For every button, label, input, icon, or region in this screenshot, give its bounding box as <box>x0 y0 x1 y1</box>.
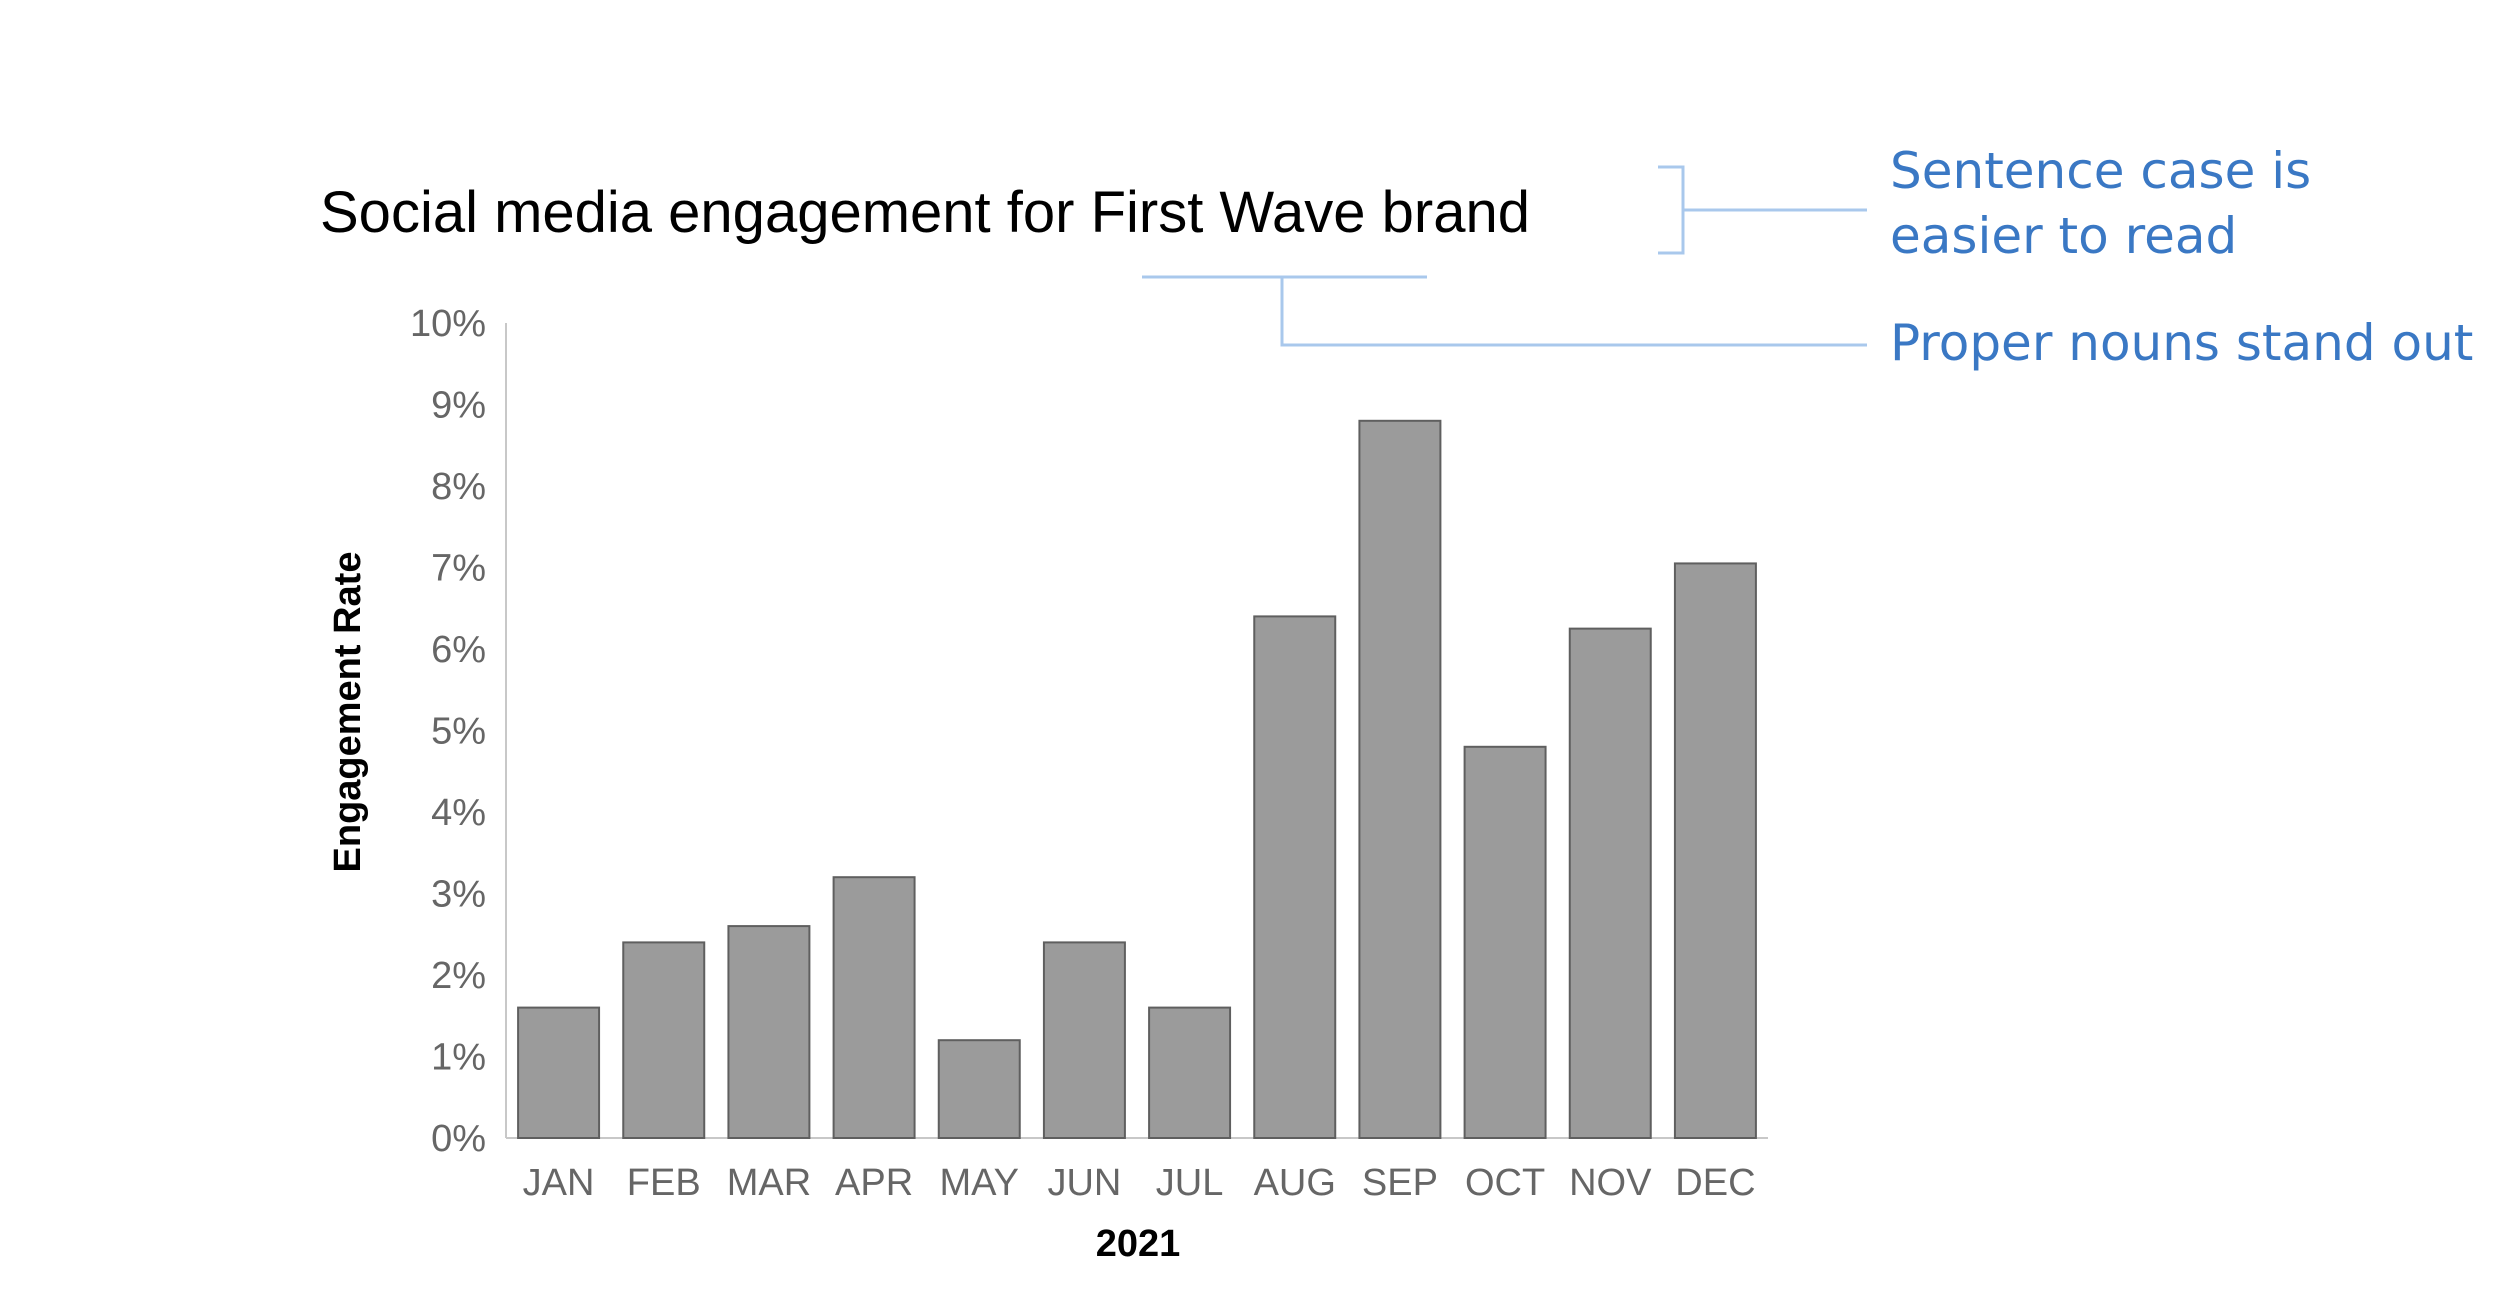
bar-jun <box>1042 941 1126 1140</box>
y-tick-label: 1% <box>431 1037 486 1079</box>
y-tick-label: 6% <box>431 629 486 671</box>
y-axis-ticks: 0% 1% 2% 3% 4% 5% 6% 7% 8% 9% 10% <box>410 303 486 1160</box>
y-tick-label: 3% <box>431 874 486 916</box>
title-bracket <box>1658 165 1685 255</box>
y-tick-label: 8% <box>431 466 486 508</box>
annotation-sentence-case-line-2: easier to read <box>1890 207 2237 265</box>
bar-jul <box>1148 1006 1232 1139</box>
callout-lines <box>1142 165 1867 347</box>
x-tick-label-jul: JUL <box>1156 1162 1224 1204</box>
x-tick-label-may: MAY <box>939 1162 1019 1204</box>
y-tick-label: 5% <box>431 711 486 753</box>
y-axis-title: Engagement Rate <box>327 552 369 873</box>
x-tick-label-aug: AUG <box>1254 1162 1336 1204</box>
y-tick-label: 2% <box>431 955 486 997</box>
x-axis-title: 2021 <box>1096 1223 1181 1265</box>
bar-feb <box>622 941 706 1140</box>
y-tick-label: 4% <box>431 792 486 834</box>
bar-may <box>937 1039 1021 1139</box>
bars <box>517 419 1757 1140</box>
annotation-sentence-case-line-1: Sentence case is <box>1890 142 2311 200</box>
bar-apr <box>832 876 916 1139</box>
proper-noun-connector <box>1280 277 1867 347</box>
y-tick-label: 9% <box>431 385 486 427</box>
y-tick-label: 0% <box>431 1118 486 1160</box>
x-tick-label-jan: JAN <box>523 1162 595 1204</box>
x-tick-label-jun: JUN <box>1047 1162 1121 1204</box>
x-tick-label-feb: FEB <box>627 1162 701 1204</box>
y-tick-label: 7% <box>431 548 486 590</box>
bar-oct <box>1463 745 1547 1139</box>
bar-dec <box>1673 562 1757 1139</box>
x-axis-ticks: JAN FEB MAR APR MAY JUN JUL AUG SEP OCT NOV DEC <box>523 1162 1756 1204</box>
bar-sep <box>1358 419 1442 1139</box>
annotation-proper-nouns: Proper nouns stand out <box>1890 314 2473 372</box>
bar-mar <box>727 925 811 1139</box>
bar-nov <box>1568 627 1652 1139</box>
bar-aug <box>1253 615 1337 1139</box>
y-tick-label: 10% <box>410 303 486 345</box>
x-tick-label-nov: NOV <box>1569 1162 1652 1204</box>
chart-title: Social media engagement for First Wave b… <box>320 180 1530 245</box>
x-tick-label-dec: DEC <box>1675 1162 1755 1204</box>
x-tick-label-sep: SEP <box>1362 1162 1438 1204</box>
x-tick-label-oct: OCT <box>1465 1162 1545 1204</box>
bar-jan <box>517 1006 601 1139</box>
x-tick-label-apr: APR <box>835 1162 913 1204</box>
x-tick-label-mar: MAR <box>727 1162 811 1204</box>
